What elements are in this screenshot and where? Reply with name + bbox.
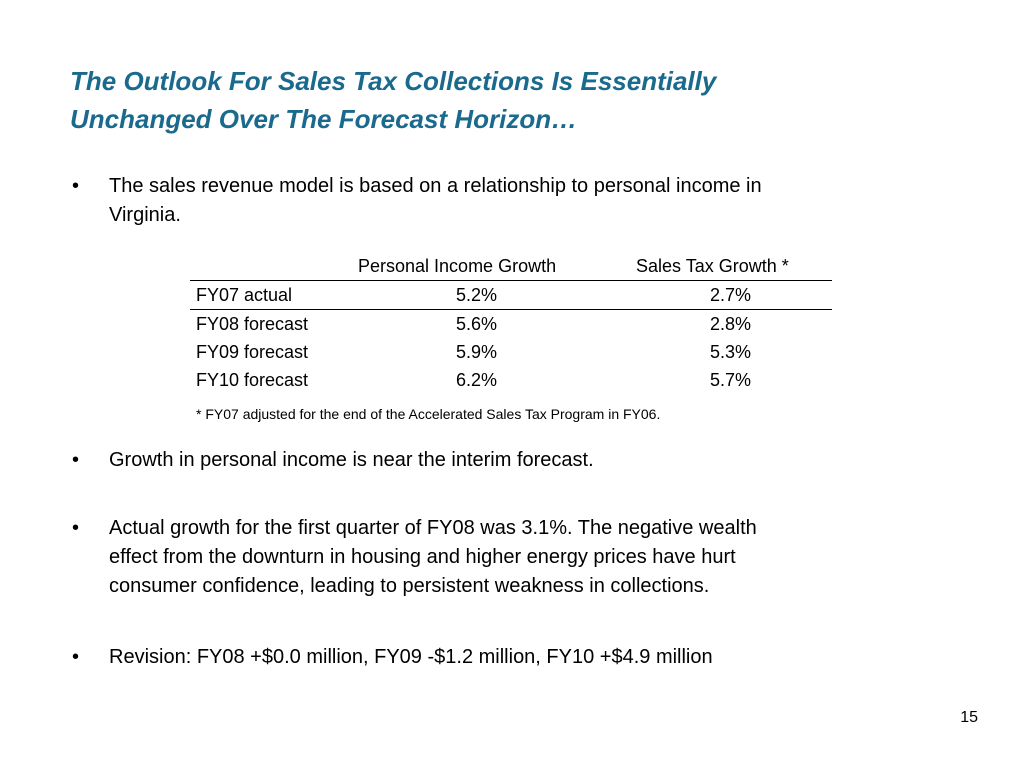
bullet-dot-icon: • <box>72 449 80 471</box>
bullet-text-line: Actual growth for the first quarter of F… <box>109 517 757 539</box>
table-cell: 6.2% <box>456 370 498 390</box>
bullet-text-line: effect from the downturn in housing and … <box>109 546 736 568</box>
bullet-text-line: consumer confidence, leading to persiste… <box>109 575 710 597</box>
table-row: FY07 actual 5.2% 2.7% <box>190 280 832 310</box>
growth-table: Personal Income Growth Sales Tax Growth … <box>190 252 832 394</box>
table-row: FY09 forecast 5.9% 5.3% <box>190 338 832 366</box>
bullet-dot-icon: • <box>72 517 80 539</box>
bullet-item: • Revision: FY08 +$0.0 million, FY09 -$1… <box>72 643 922 672</box>
bullet-dot-icon: • <box>72 646 80 668</box>
bullet-text-line: The sales revenue model is based on a re… <box>109 175 762 197</box>
bullet-text: Revision: FY08 +$0.0 million, FY09 -$1.2… <box>109 643 922 672</box>
bullet-text: The sales revenue model is based on a re… <box>109 172 922 230</box>
bullet-item: • Growth in personal income is near the … <box>72 446 922 475</box>
table-header-cell: Sales Tax Growth * <box>636 256 789 276</box>
table-header-cell <box>190 252 350 281</box>
bullet-item: • Actual growth for the first quarter of… <box>72 514 922 601</box>
table-cell: 5.7% <box>710 370 752 390</box>
table-cell: 5.3% <box>710 342 752 362</box>
table-cell: 5.6% <box>456 314 498 334</box>
table-cell: FY08 forecast <box>196 314 309 334</box>
table-cell: FY07 actual <box>190 280 350 310</box>
table-cell: 5.2% <box>350 280 610 310</box>
bullet-text-line: Virginia. <box>109 204 181 226</box>
table-row: FY10 forecast 6.2% 5.7% <box>190 366 832 394</box>
table-footnote: * FY07 adjusted for the end of the Accel… <box>196 406 661 422</box>
bullet-text-line: Revision: FY08 +$0.0 million, FY09 -$1.2… <box>109 646 713 668</box>
bullet-text: Growth in personal income is near the in… <box>109 446 922 475</box>
bullet-item: • The sales revenue model is based on a … <box>72 172 922 230</box>
page-number: 15 <box>960 709 978 726</box>
table-cell: 2.8% <box>710 314 752 334</box>
slide-title: The Outlook For Sales Tax Collections Is… <box>70 62 970 138</box>
table-header-row: Personal Income Growth Sales Tax Growth … <box>190 252 832 281</box>
bullet-text: Actual growth for the first quarter of F… <box>109 514 922 601</box>
bullet-dot-icon: • <box>72 175 80 197</box>
slide-title-line: Unchanged Over The Forecast Horizon… <box>70 104 578 134</box>
bullet-text-line: Growth in personal income is near the in… <box>109 449 594 471</box>
table-row: FY08 forecast 5.6% 2.8% <box>190 310 832 339</box>
slide-title-line: The Outlook For Sales Tax Collections Is… <box>70 66 717 96</box>
table-header-cell: Personal Income Growth <box>358 256 557 276</box>
table-cell: 5.9% <box>456 342 498 362</box>
table-cell: FY10 forecast <box>196 370 309 390</box>
table-cell: 2.7% <box>610 280 832 310</box>
table-cell: FY09 forecast <box>196 342 309 362</box>
